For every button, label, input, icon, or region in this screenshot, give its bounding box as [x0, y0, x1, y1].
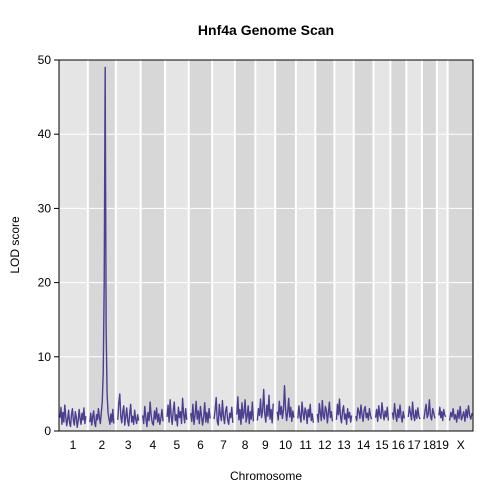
chromosome-band-6 — [189, 60, 212, 431]
x-tick-label-1: 1 — [70, 438, 77, 452]
y-tick-label: 10 — [38, 350, 52, 364]
lod-line-chr-5 — [166, 397, 188, 427]
lod-line-chr-17 — [407, 401, 421, 422]
chromosome-band-11 — [296, 60, 315, 431]
x-tick-label-4: 4 — [149, 438, 156, 452]
chromosome-band-8 — [235, 60, 255, 431]
chromosome-bands — [59, 60, 473, 431]
lod-series — [59, 66, 473, 428]
chromosome-band-1 — [59, 60, 87, 431]
lod-line-chr-15 — [374, 402, 390, 423]
x-tick-label-7: 7 — [220, 438, 227, 452]
x-tick-label-10: 10 — [279, 438, 293, 452]
plot-frame — [58, 59, 474, 432]
lod-line-chr-3 — [117, 393, 140, 427]
lod-line-chr-12 — [316, 399, 334, 424]
chromosome-band-10 — [276, 60, 295, 431]
x-tick-label-13: 13 — [337, 438, 351, 452]
lod-line-chr-6 — [190, 400, 211, 426]
chromosome-band-2 — [88, 60, 115, 431]
chart-title: Hnf4a Genome Scan — [198, 22, 334, 38]
x-tick-label-16: 16 — [392, 438, 406, 452]
y-tick-label: 20 — [38, 276, 52, 290]
chromosome-band-9 — [256, 60, 275, 431]
x-tick-label-8: 8 — [242, 438, 249, 452]
chromosome-band-17 — [407, 60, 421, 431]
y-axis: 0 10 20 30 40 50 — [38, 53, 59, 438]
lod-line-chr-14 — [355, 404, 373, 423]
chromosome-band-13 — [335, 60, 353, 431]
x-axis: 1 2 3 4 5 6 7 8 9 10 11 12 13 14 15 16 17 18 19 X — [70, 438, 465, 452]
x-tick-label-5: 5 — [174, 438, 181, 452]
chromosome-band-14 — [354, 60, 373, 431]
x-tick-label-19: 19 — [436, 438, 450, 452]
lod-line-chr-18 — [423, 399, 436, 421]
x-tick-label-14: 14 — [357, 438, 371, 452]
x-axis-label: Chromosome — [230, 469, 302, 483]
x-tick-label-2: 2 — [98, 438, 105, 452]
chromosome-band-7 — [213, 60, 234, 431]
lod-line-chr-8 — [236, 396, 255, 426]
lod-line-chr-X — [448, 405, 473, 423]
x-tick-label-12: 12 — [318, 438, 332, 452]
y-tick-label: 0 — [44, 424, 51, 438]
y-axis-label: LOD score — [8, 216, 22, 274]
x-tick-label-6: 6 — [197, 438, 204, 452]
lod-line-chr-16 — [391, 402, 406, 423]
lod-line-chr-13 — [335, 398, 353, 426]
chromosome-band-X — [448, 60, 473, 431]
chromosome-band-12 — [316, 60, 334, 431]
lod-line-chr-9 — [256, 388, 274, 424]
x-tick-label-3: 3 — [125, 438, 132, 452]
lod-line-chr-10 — [276, 385, 295, 423]
chromosome-band-3 — [116, 60, 140, 431]
x-tick-label-17: 17 — [407, 438, 421, 452]
y-tick-label: 30 — [38, 201, 52, 215]
y-tick-label: 40 — [38, 127, 52, 141]
lod-line-chr-11 — [297, 401, 314, 425]
x-tick-label-11: 11 — [299, 438, 312, 452]
chromosome-band-19 — [437, 60, 447, 431]
chromosome-band-5 — [166, 60, 188, 431]
lod-line-chr-19 — [438, 406, 447, 422]
x-tick-label-15: 15 — [375, 438, 389, 452]
x-tick-label-18: 18 — [423, 438, 437, 452]
chromosome-band-18 — [422, 60, 436, 431]
chromosome-band-15 — [374, 60, 390, 431]
chromosome-band-4 — [141, 60, 165, 431]
lod-line-chr-2 — [89, 66, 115, 428]
lod-line-chr-4 — [141, 401, 164, 428]
x-tick-label-X: X — [457, 438, 465, 452]
x-tick-label-9: 9 — [262, 438, 269, 452]
lod-line-chr-1 — [59, 404, 87, 428]
lod-line-chr-7 — [213, 396, 234, 426]
y-tick-label: 50 — [38, 53, 52, 67]
chromosome-band-16 — [391, 60, 406, 431]
